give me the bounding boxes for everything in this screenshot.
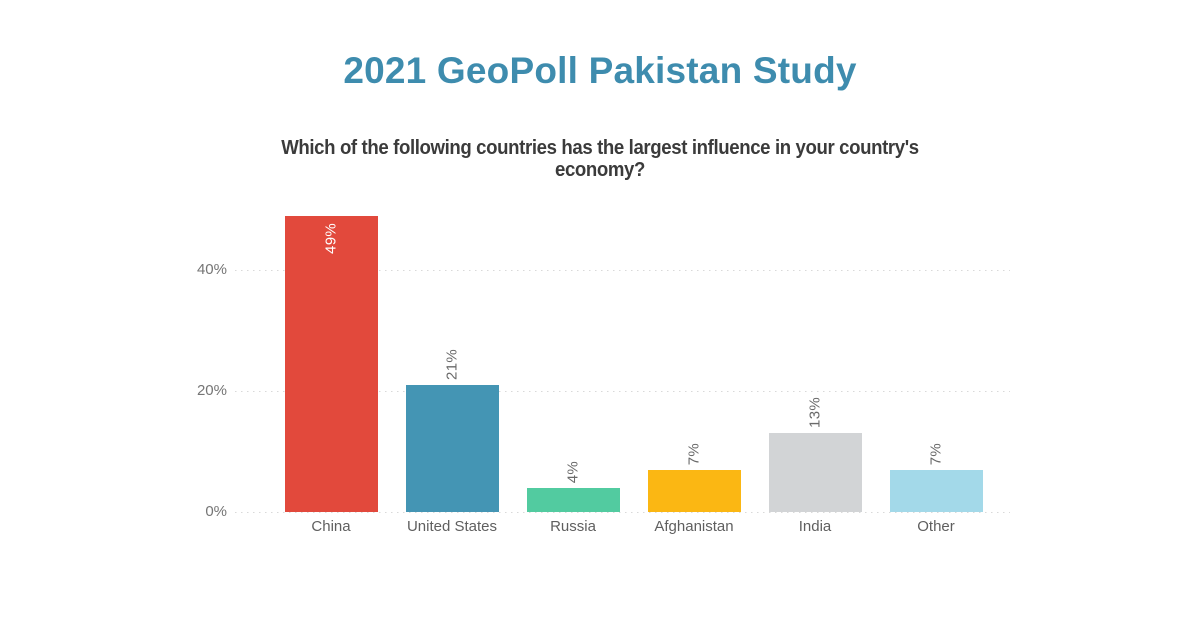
- bar-label-afghanistan: 7%: [685, 442, 703, 465]
- x-tick-india: India: [798, 518, 832, 535]
- chart-question-line: Which of the following countries has the…: [281, 136, 919, 159]
- gridline: [235, 512, 1010, 513]
- bar-label-other: 7%: [927, 442, 945, 465]
- x-tick-united-states: United States: [406, 518, 498, 535]
- x-tick-other: Other: [917, 518, 955, 535]
- bar-russia: [526, 488, 620, 512]
- chart-question-line: economy?: [554, 158, 646, 181]
- category-slot-russia: 4%: [513, 210, 634, 512]
- x-tick-afghanistan: Afghanistan: [654, 518, 734, 535]
- bar-afghanistan: [647, 470, 741, 512]
- category-slot-afghanistan: 7%: [634, 210, 755, 512]
- bar-label-china: 49%: [322, 223, 340, 254]
- page-title: 2021 GeoPoll Pakistan Study: [343, 50, 857, 91]
- bar-china: [284, 216, 378, 512]
- chart-question: Which of the following countries has the…: [42, 137, 1158, 182]
- y-tick-label: 40%: [196, 261, 227, 279]
- bar-label-russia: 4%: [564, 460, 582, 483]
- bar-label-united-states: 21%: [443, 349, 461, 380]
- y-tick-label: 0%: [205, 503, 227, 520]
- y-tick-label: 20%: [196, 382, 227, 400]
- x-tick-china: China: [311, 518, 351, 535]
- gridline: [235, 270, 1010, 272]
- category-slot-united-states: 21%: [392, 210, 513, 512]
- category-slot-china: 49%: [271, 210, 392, 512]
- plot-area: 0% 20% 40% 49% China 21% United States 4% Russia…: [197, 210, 1010, 535]
- gridline: [235, 391, 1010, 393]
- category-slot-india: 13%: [755, 210, 876, 512]
- bar-india: [768, 433, 862, 512]
- bar-chart: 0% 20% 40% 49% China 21% United States 4% Russia…: [197, 210, 1010, 535]
- category-slot-other: 7%: [876, 210, 997, 512]
- x-tick-russia: Russia: [550, 518, 596, 535]
- bar-other: [889, 470, 983, 512]
- bar-united-states: [405, 385, 499, 512]
- bar-label-india: 13%: [806, 397, 824, 428]
